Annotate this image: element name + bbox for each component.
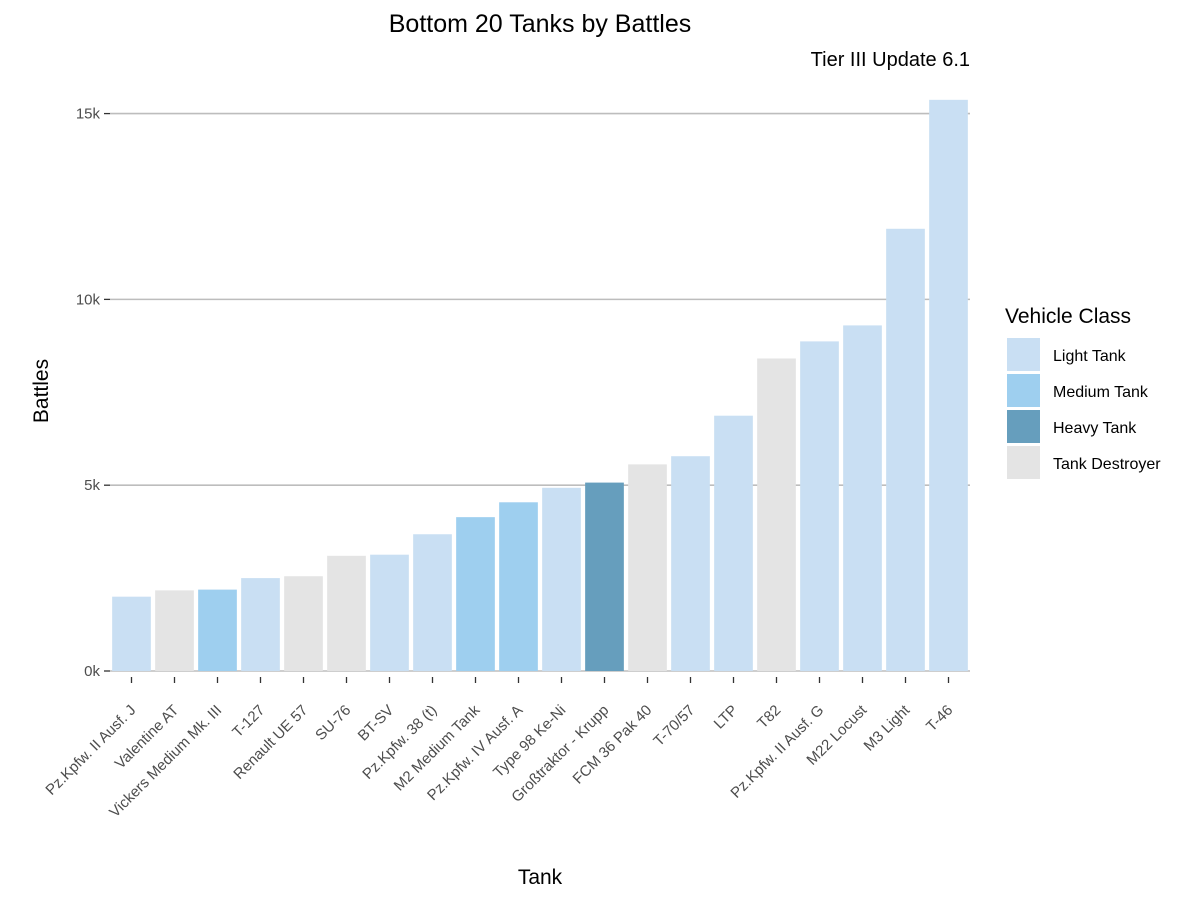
y-axis: 0k 5k 10k 15k [76, 106, 110, 680]
legend-key [1007, 374, 1040, 407]
legend-title: Vehicle Class [1005, 305, 1131, 328]
chart-title: Bottom 20 Tanks by Battles [389, 10, 691, 38]
x-tick-label: Renault UE 57 [230, 702, 311, 783]
x-tick-label: T-127 [229, 702, 268, 741]
bar [198, 589, 237, 671]
bar [929, 99, 968, 671]
bar [542, 487, 581, 671]
bar [585, 482, 624, 671]
bars [112, 99, 968, 671]
legend-label: Tank Destroyer [1053, 456, 1161, 473]
y-tick-label: 10k [76, 291, 101, 308]
chart-subtitle: Tier III Update 6.1 [811, 49, 970, 71]
bar [112, 596, 151, 671]
x-tick-label: T-70/57 [650, 702, 698, 750]
y-tick-label: 5k [84, 477, 100, 494]
x-tick-label: Pz.Kpfw. 38 (t) [359, 702, 440, 783]
x-tick-label: M3 Light [861, 701, 914, 754]
bar [499, 502, 538, 671]
bar [843, 325, 882, 671]
x-tick-label: SU-76 [312, 702, 354, 744]
bar [370, 554, 409, 671]
x-axis-title: Tank [518, 866, 563, 889]
bar [241, 578, 280, 671]
x-tick-label: T82 [754, 702, 784, 732]
y-tick-label: 0k [84, 663, 100, 680]
bar [413, 534, 452, 671]
y-tick-label: 15k [76, 106, 101, 123]
legend-label: Medium Tank [1053, 384, 1149, 401]
bar [456, 517, 495, 671]
legend-key [1007, 338, 1040, 371]
legend-label: Light Tank [1053, 348, 1127, 365]
bar [155, 590, 194, 671]
bar [327, 555, 366, 671]
bar [800, 341, 839, 671]
legend-key [1007, 446, 1040, 479]
legend-label: Heavy Tank [1053, 420, 1137, 437]
gridlines [110, 112, 970, 672]
bar [671, 456, 710, 671]
x-tick-label: FCM 36 Pak 40 [570, 702, 656, 788]
bar [284, 576, 323, 671]
bar [757, 358, 796, 671]
bar [714, 415, 753, 671]
bar [628, 464, 667, 671]
legend: Vehicle Class Light Tank Medium Tank Heavy… [1005, 305, 1161, 479]
bar [886, 228, 925, 671]
x-tick-label: T-46 [923, 702, 956, 735]
y-axis-title: Battles [30, 359, 53, 423]
legend-key [1007, 410, 1040, 443]
x-tick-label: LTP [711, 702, 742, 733]
